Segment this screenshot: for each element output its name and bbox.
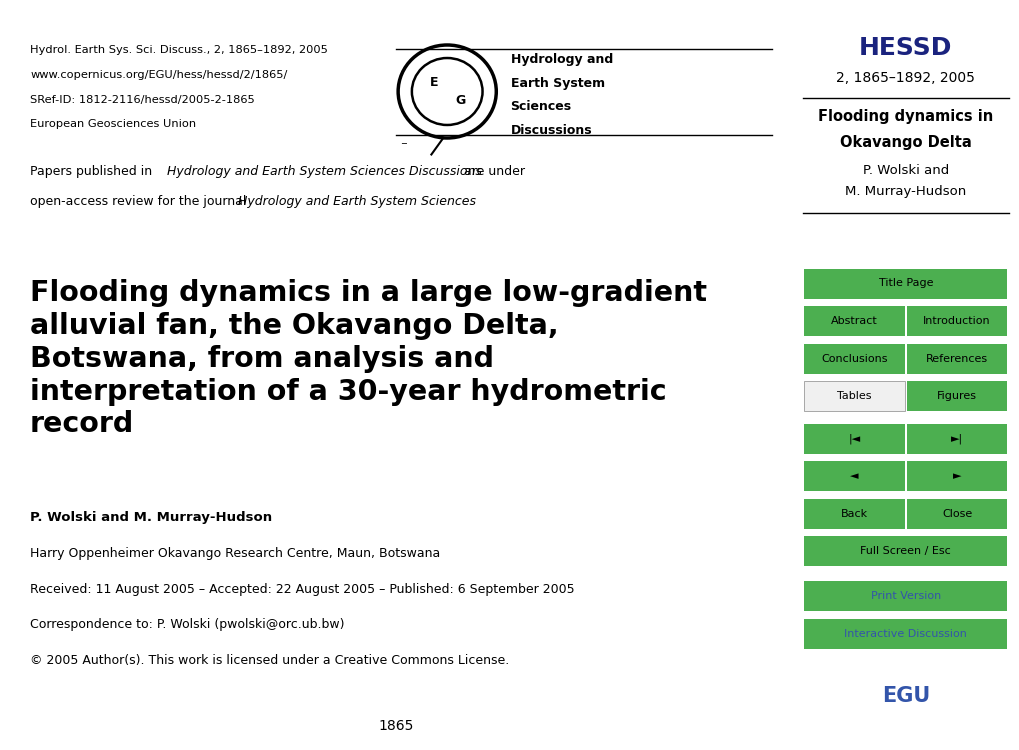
Text: Introduction: Introduction bbox=[922, 316, 990, 326]
Text: P. Wolski and: P. Wolski and bbox=[862, 164, 948, 176]
Text: ►|: ►| bbox=[950, 433, 962, 444]
FancyBboxPatch shape bbox=[803, 461, 904, 491]
FancyBboxPatch shape bbox=[906, 381, 1007, 411]
Text: Back: Back bbox=[840, 509, 867, 519]
FancyBboxPatch shape bbox=[803, 581, 1007, 611]
Text: Earth System: Earth System bbox=[511, 76, 604, 89]
Text: Papers published in: Papers published in bbox=[30, 165, 156, 178]
Text: open-access review for the journal: open-access review for the journal bbox=[30, 195, 251, 208]
FancyBboxPatch shape bbox=[803, 268, 1007, 298]
Text: Hydrology and: Hydrology and bbox=[511, 53, 612, 65]
Text: Conclusions: Conclusions bbox=[820, 353, 887, 364]
FancyBboxPatch shape bbox=[906, 499, 1007, 529]
Text: |◄: |◄ bbox=[848, 433, 860, 444]
Text: G: G bbox=[455, 94, 466, 107]
FancyBboxPatch shape bbox=[803, 536, 1007, 566]
FancyBboxPatch shape bbox=[906, 344, 1007, 374]
FancyBboxPatch shape bbox=[906, 424, 1007, 454]
FancyBboxPatch shape bbox=[803, 344, 904, 374]
Text: ►: ► bbox=[952, 471, 961, 482]
Text: European Geosciences Union: European Geosciences Union bbox=[30, 119, 196, 129]
Text: Close: Close bbox=[942, 509, 971, 519]
Text: M. Murray-Hudson: M. Murray-Hudson bbox=[845, 184, 965, 197]
Text: Title Page: Title Page bbox=[877, 278, 932, 289]
Text: Hydrology and Earth System Sciences Discussions: Hydrology and Earth System Sciences Disc… bbox=[167, 165, 481, 178]
FancyBboxPatch shape bbox=[803, 306, 904, 336]
Text: Correspondence to: P. Wolski (pwolski@orc.ub.bw): Correspondence to: P. Wolski (pwolski@or… bbox=[30, 618, 344, 631]
Text: Print Version: Print Version bbox=[870, 591, 940, 602]
Text: Full Screen / Esc: Full Screen / Esc bbox=[860, 546, 950, 556]
Text: are under: are under bbox=[460, 165, 525, 178]
FancyBboxPatch shape bbox=[803, 619, 1007, 649]
FancyBboxPatch shape bbox=[803, 424, 904, 454]
Text: HESSD: HESSD bbox=[858, 36, 952, 60]
Text: Tables: Tables bbox=[837, 391, 871, 401]
Text: ◄: ◄ bbox=[849, 471, 858, 482]
Text: P. Wolski and M. Murray-Hudson: P. Wolski and M. Murray-Hudson bbox=[30, 512, 272, 524]
Text: Sciences: Sciences bbox=[511, 100, 571, 113]
Text: 2, 1865–1892, 2005: 2, 1865–1892, 2005 bbox=[836, 70, 974, 85]
Text: www.copernicus.org/EGU/hess/hessd/2/1865/: www.copernicus.org/EGU/hess/hessd/2/1865… bbox=[30, 70, 287, 80]
Text: Hydrology and Earth System Sciences: Hydrology and Earth System Sciences bbox=[238, 195, 476, 208]
Text: SRef-ID: 1812-2116/hessd/2005-2-1865: SRef-ID: 1812-2116/hessd/2005-2-1865 bbox=[30, 94, 255, 104]
FancyBboxPatch shape bbox=[906, 306, 1007, 336]
Text: Received: 11 August 2005 – Accepted: 22 August 2005 – Published: 6 September 200: Received: 11 August 2005 – Accepted: 22 … bbox=[30, 583, 574, 596]
Text: Hydrol. Earth Sys. Sci. Discuss., 2, 1865–1892, 2005: Hydrol. Earth Sys. Sci. Discuss., 2, 186… bbox=[30, 45, 328, 55]
Text: Harry Oppenheimer Okavango Research Centre, Maun, Botswana: Harry Oppenheimer Okavango Research Cent… bbox=[30, 548, 440, 560]
Text: E: E bbox=[429, 76, 437, 89]
Text: _: _ bbox=[400, 134, 406, 144]
Text: Flooding dynamics in a large low-gradient
alluvial fan, the Okavango Delta,
Bots: Flooding dynamics in a large low-gradien… bbox=[30, 279, 706, 438]
Text: © 2005 Author(s). This work is licensed under a Creative Commons License.: © 2005 Author(s). This work is licensed … bbox=[30, 654, 508, 667]
FancyBboxPatch shape bbox=[803, 381, 904, 411]
Text: EGU: EGU bbox=[880, 686, 929, 706]
Text: Okavango Delta: Okavango Delta bbox=[839, 135, 971, 150]
FancyBboxPatch shape bbox=[906, 461, 1007, 491]
Text: 1865: 1865 bbox=[378, 719, 413, 734]
Text: Discussions: Discussions bbox=[511, 124, 592, 137]
Text: Flooding dynamics in: Flooding dynamics in bbox=[817, 109, 993, 124]
Text: Abstract: Abstract bbox=[830, 316, 877, 326]
Text: Interactive Discussion: Interactive Discussion bbox=[844, 628, 966, 639]
FancyBboxPatch shape bbox=[803, 499, 904, 529]
Text: References: References bbox=[925, 353, 987, 364]
Text: Figures: Figures bbox=[936, 391, 976, 401]
